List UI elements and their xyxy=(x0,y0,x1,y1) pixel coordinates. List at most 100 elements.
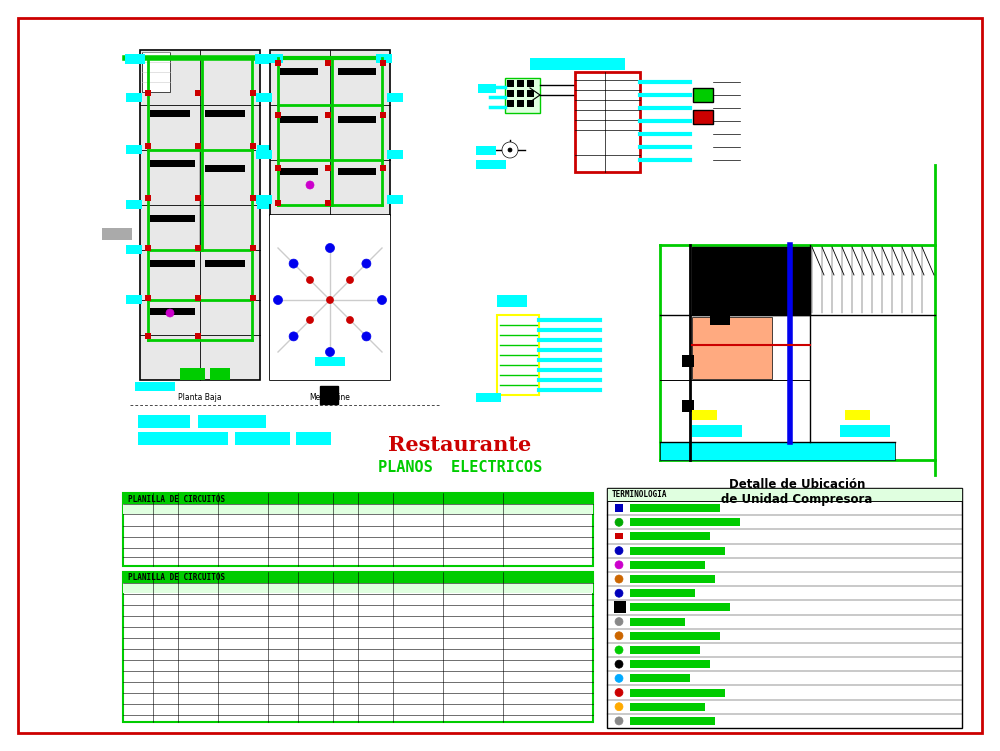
Bar xyxy=(682,355,694,367)
Bar xyxy=(195,90,201,96)
Bar xyxy=(275,112,281,118)
Text: PLANOS  ELECTRICOS: PLANOS ELECTRICOS xyxy=(378,460,542,475)
Circle shape xyxy=(326,243,334,252)
Bar xyxy=(630,632,720,640)
Bar xyxy=(145,90,151,96)
Circle shape xyxy=(615,590,623,597)
Bar xyxy=(123,583,593,593)
Bar xyxy=(145,245,151,251)
Bar xyxy=(497,315,539,395)
Text: PLANILLA DE CIRCUITOS: PLANILLA DE CIRCUITOS xyxy=(128,494,225,503)
Bar xyxy=(150,110,190,117)
Bar xyxy=(380,60,386,66)
Bar xyxy=(630,590,695,597)
Text: Mezzanine: Mezzanine xyxy=(310,394,350,403)
Bar xyxy=(320,386,338,404)
Bar xyxy=(476,160,506,169)
Bar xyxy=(338,68,376,75)
Bar xyxy=(123,572,593,583)
Bar xyxy=(257,93,273,102)
Bar xyxy=(195,245,201,251)
Bar xyxy=(325,165,331,171)
Bar xyxy=(275,60,281,66)
Circle shape xyxy=(615,689,623,696)
Bar xyxy=(325,60,331,66)
Circle shape xyxy=(615,646,623,654)
Bar xyxy=(630,660,710,668)
Bar xyxy=(527,100,534,107)
Bar xyxy=(325,112,331,118)
Bar xyxy=(250,245,256,251)
Bar xyxy=(478,84,496,93)
Bar xyxy=(387,150,403,159)
Bar xyxy=(126,295,142,304)
Text: TERMINOLOGIA: TERMINOLOGIA xyxy=(612,490,668,499)
Bar xyxy=(205,110,245,117)
Bar xyxy=(126,200,142,209)
Bar xyxy=(507,80,514,87)
Bar xyxy=(338,116,376,123)
Bar xyxy=(630,617,685,626)
Bar xyxy=(123,504,593,514)
Bar xyxy=(140,50,260,380)
Bar xyxy=(205,260,245,267)
Bar xyxy=(180,368,205,380)
Bar xyxy=(840,425,890,437)
Bar xyxy=(256,93,272,102)
Bar xyxy=(250,295,256,301)
Circle shape xyxy=(326,348,334,357)
Bar xyxy=(280,68,318,75)
Bar xyxy=(660,442,895,460)
Bar xyxy=(250,90,256,96)
Bar xyxy=(275,165,281,171)
Bar xyxy=(126,93,142,102)
Bar xyxy=(126,245,142,254)
Bar xyxy=(387,195,403,204)
Bar xyxy=(145,333,151,339)
Bar xyxy=(630,547,725,555)
Bar xyxy=(140,50,260,380)
Bar xyxy=(257,200,273,209)
Bar xyxy=(630,674,690,683)
Bar xyxy=(630,575,715,583)
Bar xyxy=(315,357,345,366)
Bar xyxy=(250,195,256,201)
Bar xyxy=(614,602,626,614)
Bar xyxy=(338,168,376,175)
Bar xyxy=(325,200,331,206)
Bar xyxy=(527,80,534,87)
Bar xyxy=(692,317,772,379)
Circle shape xyxy=(502,142,518,158)
Bar xyxy=(630,532,710,541)
Circle shape xyxy=(615,575,623,583)
Circle shape xyxy=(362,259,371,268)
Bar xyxy=(195,143,201,149)
Bar xyxy=(692,247,810,315)
Circle shape xyxy=(326,297,334,303)
Bar xyxy=(123,493,593,566)
Bar xyxy=(296,432,331,445)
Bar xyxy=(607,488,962,728)
Bar xyxy=(710,310,730,325)
Bar xyxy=(270,215,390,380)
Text: PLANILLA DE CIRCUITOS: PLANILLA DE CIRCUITOS xyxy=(128,574,225,583)
Bar xyxy=(575,72,640,172)
Bar xyxy=(607,488,962,501)
Bar xyxy=(517,100,524,107)
Circle shape xyxy=(289,332,298,341)
Bar xyxy=(693,110,713,124)
Circle shape xyxy=(615,717,623,725)
Bar xyxy=(527,90,534,97)
Bar xyxy=(280,168,318,175)
Bar xyxy=(145,295,151,301)
Circle shape xyxy=(615,660,623,668)
Bar xyxy=(280,116,318,123)
Circle shape xyxy=(615,561,623,569)
Bar xyxy=(692,425,742,437)
Bar xyxy=(517,90,524,97)
Bar xyxy=(507,100,514,107)
Text: Planta Baja: Planta Baja xyxy=(178,394,222,403)
Bar xyxy=(630,504,720,512)
Bar xyxy=(126,145,142,154)
Bar xyxy=(630,603,730,611)
